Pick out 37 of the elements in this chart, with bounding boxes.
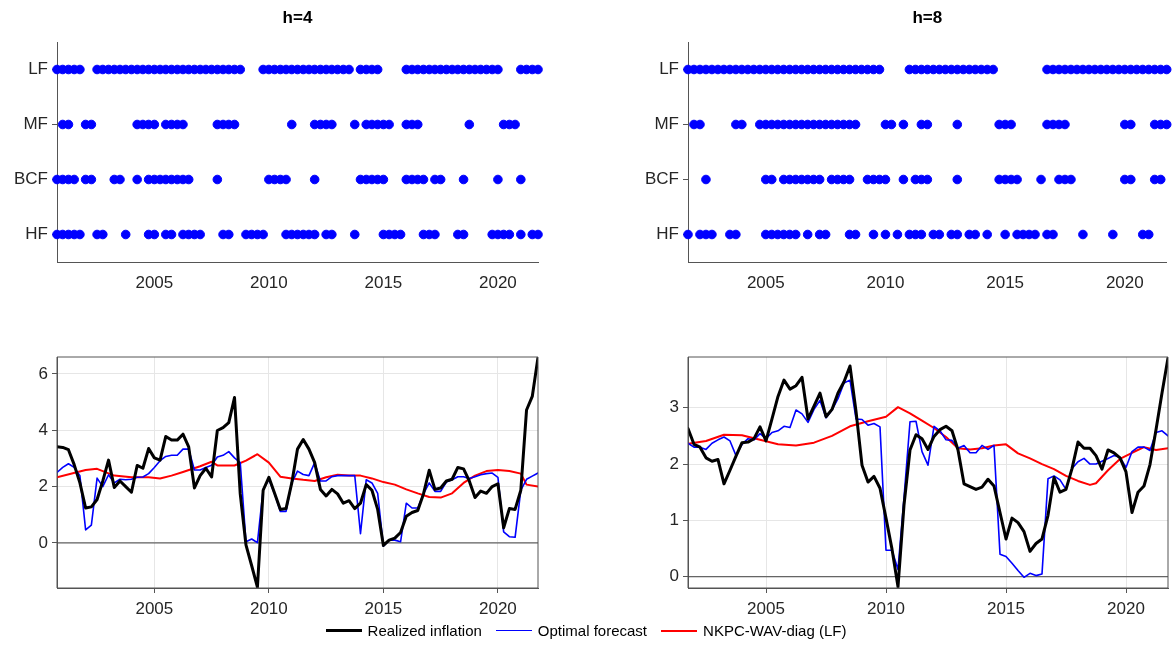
y-tick-label: 2 — [38, 476, 48, 496]
legend-label: Realized inflation — [367, 622, 482, 639]
chart-title: h=4 — [282, 7, 313, 27]
x-tick-label: 2005 — [747, 598, 785, 618]
y-tick-label: 0 — [38, 532, 48, 552]
y-tick-label: HF — [656, 224, 679, 244]
y-tick-label: BCF — [14, 169, 48, 189]
y-tick-label: 6 — [38, 363, 48, 383]
y-tick-label: 2 — [669, 453, 679, 473]
y-tick-label: LF — [28, 59, 48, 79]
legend-label: Optimal forecast — [537, 622, 648, 639]
chart-title: h=8 — [912, 7, 943, 27]
x-tick-label: 2020 — [1107, 598, 1145, 618]
y-tick-label: 4 — [38, 419, 48, 439]
y-tick-label: HF — [25, 224, 48, 244]
x-tick-label: 2005 — [746, 272, 785, 292]
legend-label: NKPC-WAV-diag (LF) — [703, 622, 847, 639]
y-tick-label: 0 — [669, 566, 679, 586]
x-tick-label: 2015 — [364, 598, 403, 618]
y-tick-label: LF — [659, 59, 679, 79]
x-tick-label: 2015 — [986, 272, 1025, 292]
x-tick-label: 2020 — [1105, 272, 1144, 292]
x-tick-label: 2005 — [135, 598, 174, 618]
y-tick-label: MF — [23, 114, 48, 134]
y-tick-label: 3 — [669, 397, 679, 417]
y-tick-label: 1 — [669, 510, 679, 530]
x-tick-label: 2015 — [987, 598, 1025, 618]
x-tick-label: 2020 — [479, 272, 517, 292]
x-tick-label: 2010 — [249, 272, 288, 292]
x-tick-label: 2010 — [867, 598, 905, 618]
y-tick-label: BCF — [645, 169, 679, 189]
x-tick-label: 2015 — [364, 272, 403, 292]
x-tick-label: 2010 — [866, 272, 905, 292]
x-tick-label: 2020 — [479, 598, 517, 618]
x-tick-label: 2010 — [249, 598, 288, 618]
y-tick-label: MF — [654, 114, 679, 134]
x-tick-label: 2005 — [135, 272, 174, 292]
